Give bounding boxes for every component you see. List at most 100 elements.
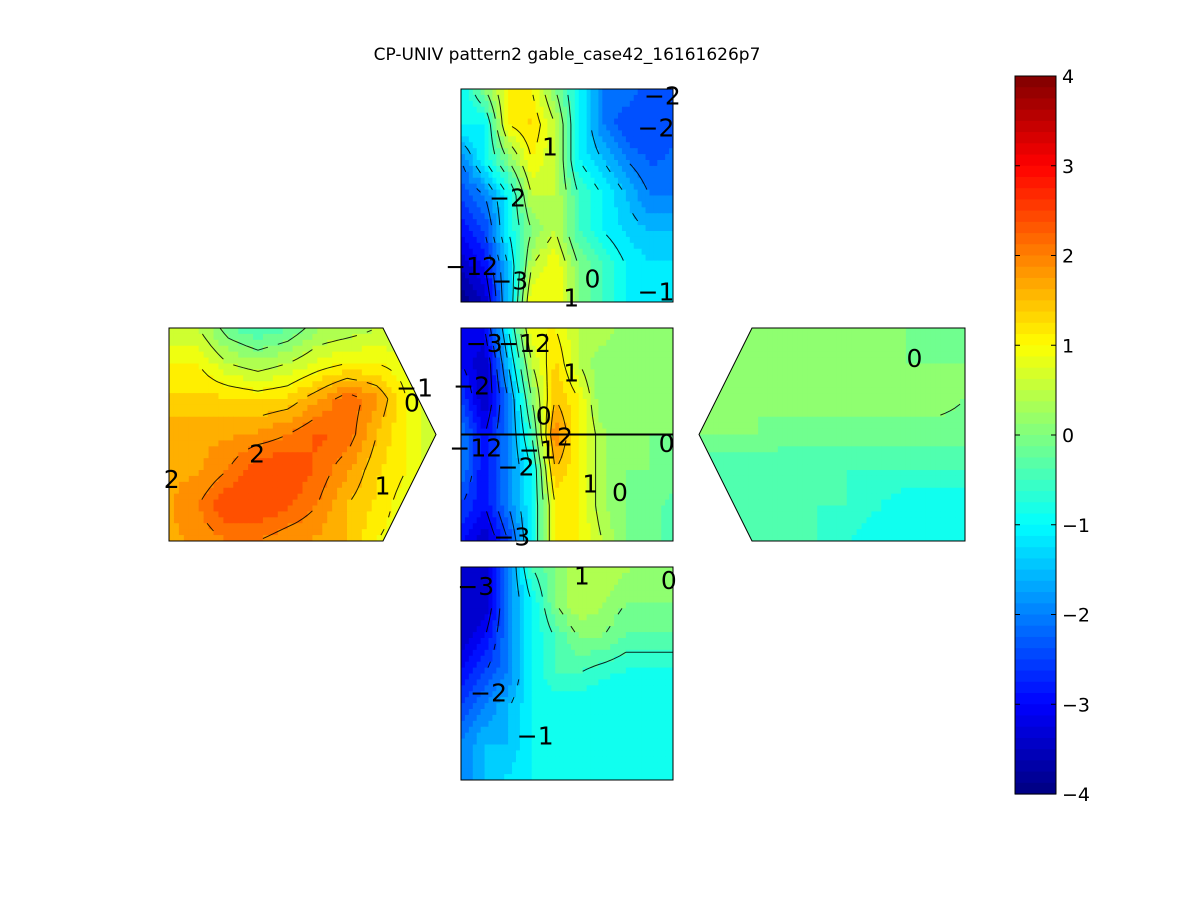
contour-cell	[606, 590, 611, 598]
contour-cell	[492, 661, 497, 669]
contour-cell	[669, 154, 673, 161]
contour-cell	[515, 171, 521, 179]
contour-cell	[578, 351, 584, 359]
contour-cell	[618, 231, 623, 238]
contour-cell	[484, 596, 490, 604]
contour-cell	[492, 171, 497, 179]
contour-cell	[637, 614, 643, 621]
contour-cell	[555, 614, 560, 621]
contour-cell	[531, 219, 537, 226]
contour-cell	[539, 387, 545, 394]
contour-cell	[484, 464, 490, 471]
contour-cell	[594, 667, 600, 675]
contour-cell	[472, 201, 478, 208]
contour-cell	[461, 399, 466, 406]
contour-cell	[610, 608, 615, 615]
contour-cell	[574, 614, 580, 621]
contour-cell	[559, 106, 564, 114]
contour-cell	[606, 266, 611, 274]
contour-cell	[468, 655, 474, 663]
contour-cell	[578, 416, 584, 424]
contour-cell	[653, 584, 658, 592]
contour-cell	[570, 177, 576, 185]
contour-cell	[657, 254, 662, 262]
contour-cell	[574, 130, 580, 137]
contour-cell	[476, 296, 482, 302]
contour-cell	[618, 638, 623, 645]
contour-cell	[582, 638, 588, 645]
contour-cell	[555, 404, 560, 412]
contour-cell	[500, 481, 505, 489]
contour-cell	[590, 393, 596, 400]
contour-cell	[468, 254, 474, 262]
contour-cell	[519, 225, 525, 232]
contour-cell	[480, 679, 486, 686]
contour-cell	[665, 626, 670, 633]
contour-cell	[661, 207, 666, 214]
contour-cell	[559, 493, 564, 501]
contour-cell	[621, 584, 627, 592]
contour-cell	[468, 333, 474, 341]
contour-cell	[512, 130, 517, 137]
contour-cell	[578, 333, 584, 341]
contour-cell	[629, 284, 635, 291]
contour-cell	[515, 578, 521, 586]
contour-cell	[519, 632, 525, 639]
contour-cell	[590, 535, 596, 541]
contour-cell	[555, 171, 560, 179]
contour-cell	[551, 590, 556, 598]
contour-cell	[582, 201, 588, 208]
contour-cell	[586, 667, 592, 675]
contour-cell	[519, 399, 525, 406]
contour-cell	[629, 399, 635, 406]
contour-cell	[578, 236, 584, 244]
contour-cell	[464, 118, 470, 126]
contour-cell	[512, 481, 517, 489]
contour-cell	[464, 248, 470, 256]
contour-cell	[461, 260, 466, 268]
contour-cell	[637, 452, 643, 459]
contour-cell	[614, 673, 619, 681]
contour-cell	[621, 643, 627, 651]
contour-cell	[614, 667, 619, 675]
contour-cell	[543, 404, 548, 412]
contour-cell	[492, 638, 497, 645]
contour-cell	[602, 434, 607, 442]
contour-cell	[468, 458, 474, 465]
contour-cell	[504, 452, 509, 459]
contour-cell	[547, 160, 552, 167]
contour-cell	[563, 535, 568, 541]
contour-cell	[476, 393, 482, 400]
contour-cell	[504, 369, 509, 376]
contour-panels: −2−21−2−12−3 01 −1−3−12−2 10−12 −1 2 0−21 0−3−3…	[164, 81, 966, 781]
contour-cell	[645, 189, 651, 197]
contour-cell	[555, 100, 560, 108]
contour-cell	[649, 578, 654, 586]
contour-cell	[567, 643, 572, 651]
contour-cell	[519, 428, 525, 436]
contour-cell	[472, 428, 478, 436]
contour-cell	[590, 106, 596, 114]
contour-cell	[551, 661, 556, 669]
contour-cell	[594, 505, 600, 513]
contour-cell	[621, 632, 627, 639]
contour-cell	[649, 266, 654, 274]
contour-cell	[559, 351, 564, 359]
contour-cell	[496, 363, 501, 371]
contour-cell	[625, 464, 631, 471]
contour-cell	[637, 219, 643, 226]
contour-cell	[641, 434, 647, 442]
contour-cell	[531, 375, 537, 382]
contour-cell	[461, 248, 466, 256]
contour-cell	[621, 213, 627, 220]
contour-cell	[523, 165, 529, 173]
contour-cell	[586, 160, 592, 167]
contour-cell	[598, 236, 603, 244]
contour-cell	[637, 231, 643, 238]
contour-cell	[523, 428, 529, 436]
contour-cell	[649, 620, 654, 627]
contour-cell	[523, 661, 529, 669]
contour-cell	[567, 130, 572, 137]
contour-cell	[512, 351, 517, 359]
contour-cell	[484, 290, 490, 297]
